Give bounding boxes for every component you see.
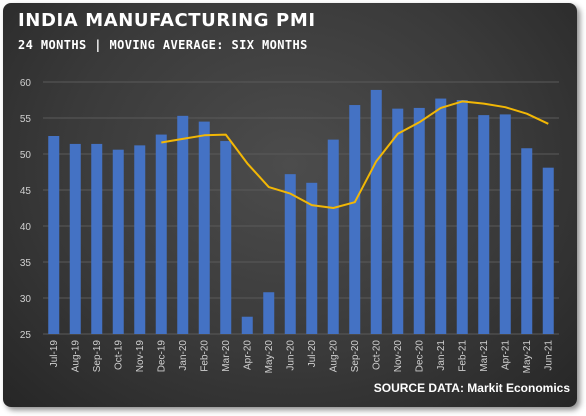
x-tick-label: Aug-19 [70,340,81,373]
bar [48,136,60,334]
x-tick-label: Apr-20 [242,340,253,370]
chart-subtitle: 24 MONTHS | MOVING AVERAGE: SIX MONTHS [18,38,308,52]
x-tick-label: Oct-20 [371,340,382,370]
bar [435,98,447,334]
bar [91,143,103,334]
bar [134,145,146,334]
bar [284,174,296,334]
x-tick-label: Nov-20 [393,340,404,373]
x-tick-label: Jan-20 [178,340,189,371]
x-tick-label: Aug-20 [328,340,339,373]
x-tick-label: Mar-21 [479,340,490,372]
y-tick-label: 40 [20,222,32,233]
bar [499,114,511,335]
bar [521,148,533,334]
bar [306,182,318,334]
y-tick-label: 35 [20,258,32,269]
x-tick-label: Mar-20 [221,340,232,372]
x-tick-label: May-20 [264,340,275,374]
x-tick-label: Sep-20 [350,340,361,373]
y-tick-label: 55 [20,114,32,125]
x-tick-label: Jul-19 [49,340,60,368]
bar [327,139,339,334]
source-note: SOURCE DATA: Markit Economics [373,381,570,395]
bar [392,108,404,334]
x-tick-label: Jan-21 [436,340,447,371]
chart-title: INDIA MANUFACTURING PMI [18,10,316,31]
bar [69,143,81,334]
x-tick-label: Apr-21 [500,340,511,370]
bar [478,115,490,335]
x-tick-label: Nov-19 [135,340,146,373]
y-tick-label: 50 [20,150,32,161]
y-tick-label: 45 [20,186,32,197]
y-tick-label: 30 [20,294,32,305]
bar [349,105,361,334]
x-tick-label: Dec-20 [414,340,425,373]
bar [542,167,554,334]
x-tick-label: Jun-20 [285,340,296,371]
x-tick-label: Dec-19 [156,340,167,373]
y-axis: 25 30 35 40 45 50 55 60 [20,78,32,341]
x-tick-label: Sep-19 [92,340,103,373]
x-tick-label: Jun-21 [543,340,554,371]
bar [241,316,253,334]
moving-average-line [161,100,549,209]
bar [413,107,425,334]
grid-lines [43,81,559,335]
bar [198,121,210,334]
moving-average-series [161,100,549,209]
x-tick-label: May-21 [522,340,533,374]
bar [112,149,124,334]
y-tick-label: 25 [20,330,32,341]
bar [370,89,382,334]
bar-series [48,89,554,335]
y-tick-label: 60 [20,78,32,89]
bar [263,292,275,334]
x-tick-label: Feb-21 [457,340,468,372]
x-tick-label: Feb-20 [199,340,210,372]
bar [155,134,167,334]
x-tick-label: Jul-20 [307,340,318,368]
bar [220,141,232,334]
x-tick-label: Oct-19 [113,340,124,370]
x-axis: Jul-19 Aug-19 Sep-19 Oct-19 Nov-19 Dec-19 Jan-… [49,340,555,374]
bar [456,100,468,334]
bar [177,115,189,334]
